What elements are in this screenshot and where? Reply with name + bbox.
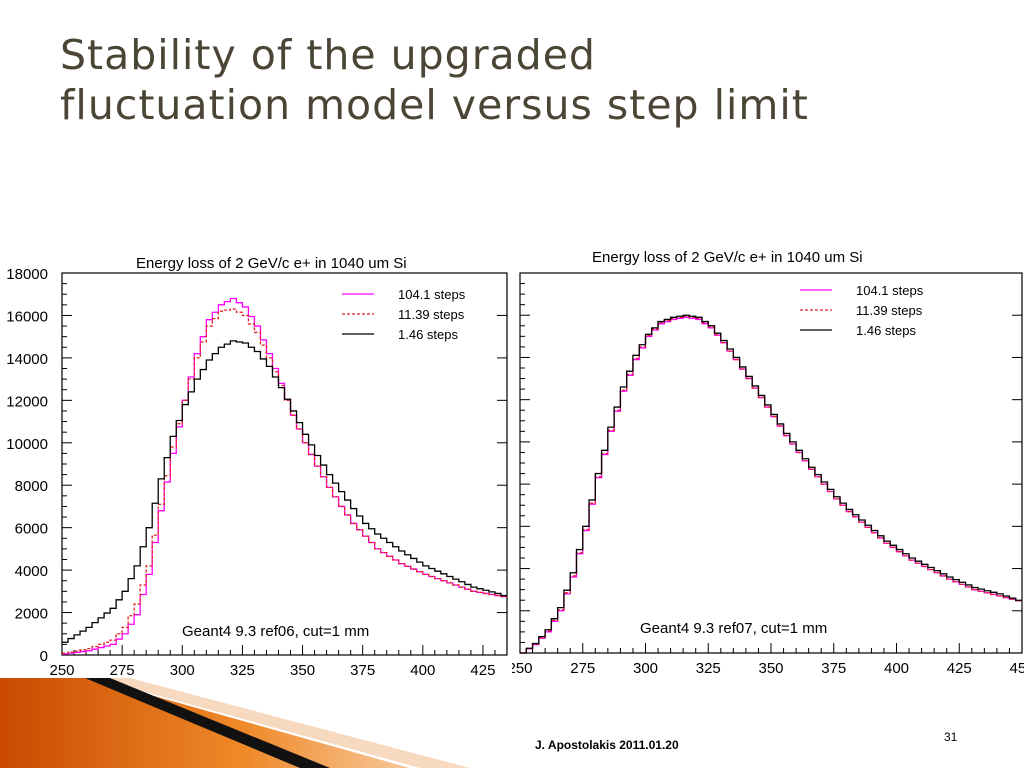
legend-label: 1.46 steps: [856, 323, 916, 338]
legend: 104.1 steps 11.39 steps 1.46 steps: [342, 287, 466, 342]
x-tick-label: 450: [1009, 660, 1024, 677]
x-axis: 250 275 300 325 350 375 400 425 450: [512, 643, 1024, 677]
slide-title: Stability of the upgraded fluctuation mo…: [60, 30, 980, 130]
y-tick-label: 4000: [15, 563, 48, 580]
series-line: [520, 315, 1022, 654]
legend-label: 11.39 steps: [856, 303, 923, 318]
legend-label: 104.1 steps: [856, 283, 924, 298]
chart-annotation: Geant4 9.3 ref07, cut=1 mm: [640, 620, 827, 637]
x-tick-label: 325: [696, 660, 721, 677]
x-tick-label: 300: [633, 660, 658, 677]
x-tick-label: 425: [947, 660, 972, 677]
x-tick-label: 275: [570, 660, 595, 677]
x-tick-label: 325: [230, 662, 255, 678]
y-tick-label: 0: [40, 648, 48, 665]
legend: 104.1 steps 11.39 steps 1.46 steps: [800, 283, 924, 338]
series-line: [62, 340, 507, 643]
y-tick-label: 8000: [15, 478, 48, 495]
footer-author: J. Apostolakis 2011.01.20: [535, 738, 679, 752]
y-axis: [520, 272, 1022, 654]
x-tick-label: 375: [350, 662, 375, 678]
x-tick-label: 400: [884, 660, 909, 677]
decorative-corner-bars: [0, 678, 470, 768]
y-tick-label: 6000: [15, 521, 48, 538]
chart-title: Energy loss of 2 GeV/c e+ in 1040 um Si: [136, 255, 407, 272]
y-axis: 0 2000 4000 6000 8000 10000 12000 14000 16000 180…: [6, 266, 507, 665]
x-axis: 250 275 300 325 350 375 400 425: [49, 645, 496, 678]
legend-label: 11.39 steps: [398, 307, 465, 322]
energy-loss-chart-ref06: Energy loss of 2 GeV/c e+ in 1040 um Si …: [0, 240, 512, 678]
x-tick-label: 400: [410, 662, 435, 678]
x-tick-label: 300: [170, 662, 195, 678]
series-line: [520, 314, 1022, 654]
chart-annotation: Geant4 9.3 ref06, cut=1 mm: [182, 623, 369, 640]
x-tick-label: 250: [512, 660, 533, 677]
x-tick-label: 375: [821, 660, 846, 677]
series-lines: [62, 297, 507, 655]
slide-title-line-1: Stability of the upgraded: [60, 31, 596, 79]
y-tick-label: 18000: [6, 266, 48, 283]
x-tick-label: 350: [758, 660, 783, 677]
y-tick-label: 16000: [6, 308, 48, 325]
x-tick-label: 425: [470, 662, 495, 678]
y-tick-label: 2000: [15, 606, 48, 623]
x-tick-label: 250: [49, 662, 74, 678]
legend-label: 104.1 steps: [398, 287, 466, 302]
legend-label: 1.46 steps: [398, 327, 458, 342]
slide-title-line-2: fluctuation model versus step limit: [60, 81, 809, 129]
chart-title: Energy loss of 2 GeV/c e+ in 1040 um Si: [592, 249, 863, 266]
y-tick-label: 10000: [6, 436, 48, 453]
y-tick-label: 12000: [6, 393, 48, 410]
x-tick-label: 275: [110, 662, 135, 678]
series-lines: [520, 314, 1022, 654]
x-tick-label: 350: [290, 662, 315, 678]
y-tick-label: 14000: [6, 351, 48, 368]
page-number: 31: [944, 730, 958, 744]
energy-loss-chart-ref07: Energy loss of 2 GeV/c e+ in 1040 um Si …: [512, 240, 1024, 678]
